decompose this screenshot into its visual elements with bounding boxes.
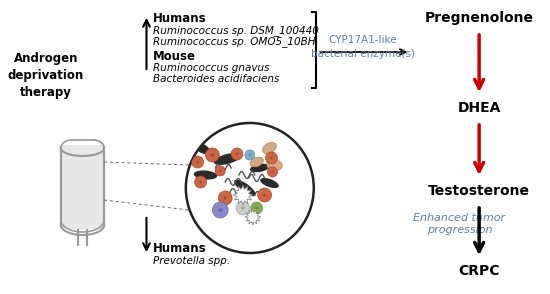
Text: Testosterone: Testosterone	[428, 184, 530, 198]
Circle shape	[216, 166, 225, 176]
Ellipse shape	[192, 141, 211, 155]
Text: progression: progression	[427, 225, 492, 235]
Circle shape	[271, 171, 274, 173]
Ellipse shape	[234, 180, 256, 196]
Circle shape	[218, 191, 232, 205]
Polygon shape	[245, 209, 261, 225]
Text: CRPC: CRPC	[458, 264, 500, 278]
Circle shape	[270, 156, 273, 160]
Circle shape	[212, 202, 228, 218]
Text: Enhanced tumor: Enhanced tumor	[414, 213, 505, 223]
FancyBboxPatch shape	[60, 145, 105, 229]
Text: Ruminococcus sp. DSM_100440: Ruminococcus sp. DSM_100440	[153, 26, 319, 36]
Circle shape	[267, 167, 277, 177]
Ellipse shape	[250, 164, 270, 172]
Text: Mouse: Mouse	[153, 49, 196, 63]
Circle shape	[255, 206, 258, 210]
Circle shape	[251, 202, 262, 214]
Circle shape	[206, 148, 219, 162]
Circle shape	[211, 153, 214, 157]
Ellipse shape	[267, 159, 282, 171]
Ellipse shape	[260, 178, 279, 188]
Text: Ruminococcus sp. OMO5_10BH: Ruminococcus sp. OMO5_10BH	[153, 36, 316, 47]
Circle shape	[235, 153, 239, 156]
Circle shape	[219, 170, 222, 172]
Circle shape	[186, 123, 314, 253]
Text: Bacteroides acidifaciens: Bacteroides acidifaciens	[153, 74, 280, 84]
Text: bacterial enzyme(s): bacterial enzyme(s)	[311, 49, 415, 59]
Circle shape	[263, 193, 266, 197]
Circle shape	[218, 208, 222, 212]
Ellipse shape	[194, 171, 217, 180]
Circle shape	[258, 188, 272, 202]
Circle shape	[195, 176, 206, 188]
Ellipse shape	[263, 142, 276, 154]
Ellipse shape	[214, 153, 240, 165]
Ellipse shape	[250, 157, 263, 167]
Circle shape	[249, 154, 251, 156]
Circle shape	[231, 148, 243, 160]
Circle shape	[236, 201, 250, 215]
Circle shape	[196, 161, 199, 163]
Text: Pregnenolone: Pregnenolone	[425, 11, 534, 25]
Text: Humans: Humans	[153, 11, 207, 24]
Text: Prevotella spp.: Prevotella spp.	[153, 256, 230, 266]
Text: CYP17A1-like: CYP17A1-like	[329, 35, 397, 45]
Text: DHEA: DHEA	[458, 101, 501, 115]
Circle shape	[223, 196, 227, 200]
Polygon shape	[233, 185, 253, 205]
Text: Androgen
deprivation
therapy: Androgen deprivation therapy	[8, 51, 84, 98]
Text: Humans: Humans	[153, 241, 207, 255]
Text: Ruminococcus gnavus: Ruminococcus gnavus	[153, 63, 270, 73]
Circle shape	[192, 156, 204, 168]
Circle shape	[199, 181, 202, 183]
Circle shape	[245, 150, 255, 160]
Circle shape	[266, 152, 277, 164]
Circle shape	[241, 206, 245, 210]
